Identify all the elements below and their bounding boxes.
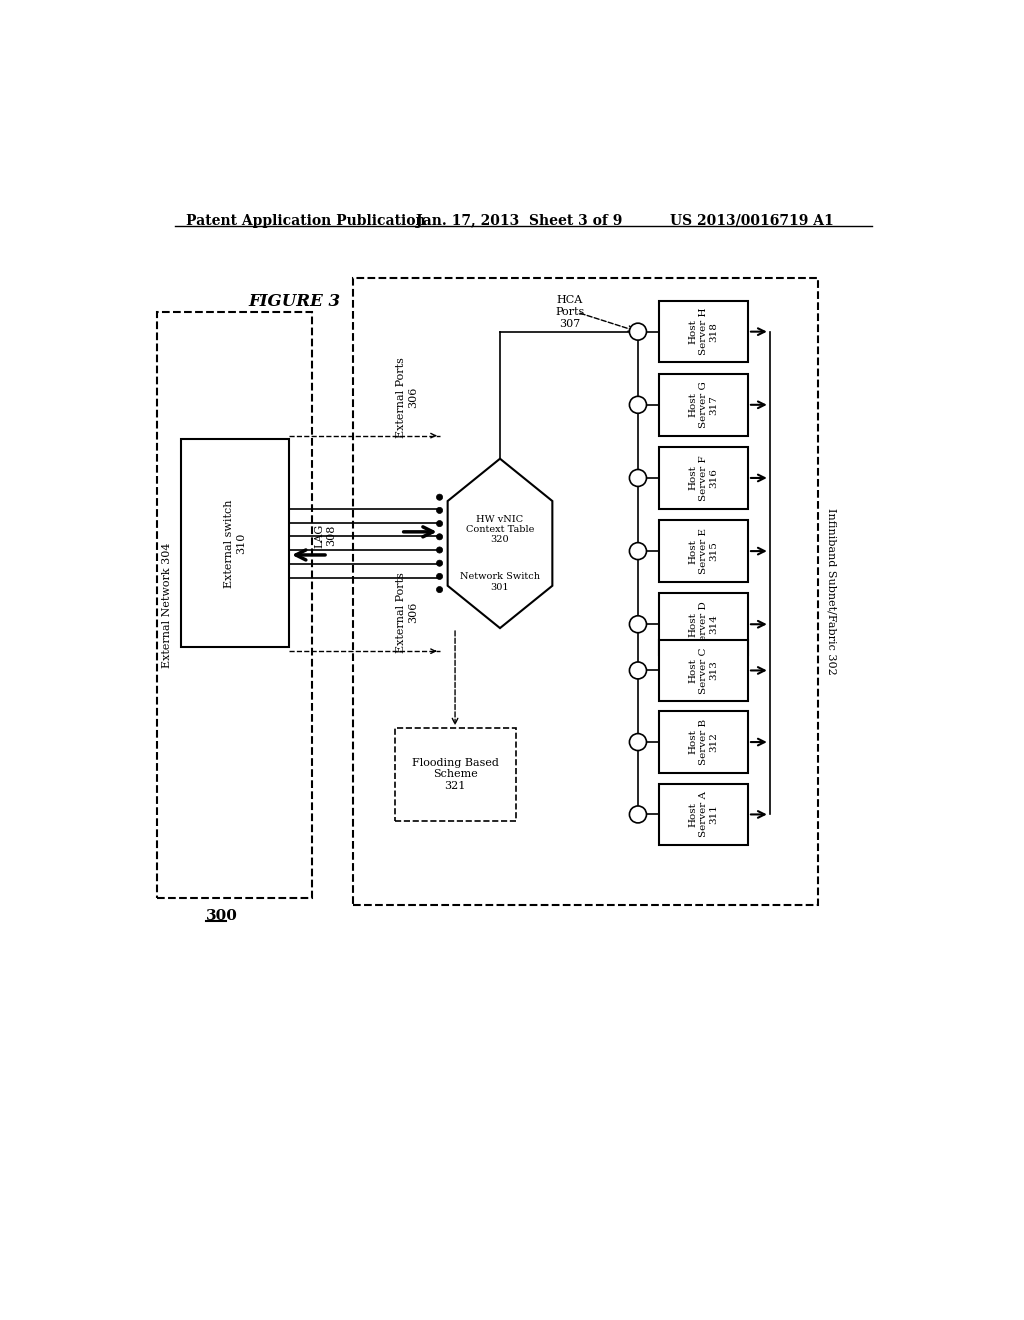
Text: Host
Server G
317: Host Server G 317 — [688, 381, 718, 428]
Text: Host
Server A
311: Host Server A 311 — [688, 792, 718, 837]
Ellipse shape — [630, 396, 646, 413]
Text: External Ports
306: External Ports 306 — [396, 356, 418, 437]
Bar — [658, 374, 748, 436]
Text: FIGURE 3: FIGURE 3 — [248, 293, 340, 310]
Text: Host
Server H
318: Host Server H 318 — [688, 308, 718, 355]
Ellipse shape — [436, 573, 442, 579]
Ellipse shape — [630, 323, 646, 341]
Text: 300: 300 — [206, 909, 238, 923]
Text: LAG
308: LAG 308 — [314, 524, 337, 548]
Ellipse shape — [630, 807, 646, 822]
Bar — [658, 447, 748, 508]
Ellipse shape — [436, 560, 442, 566]
Ellipse shape — [436, 494, 442, 500]
Text: US 2013/0016719 A1: US 2013/0016719 A1 — [671, 214, 835, 228]
Bar — [658, 711, 748, 774]
Text: Host
Server D
314: Host Server D 314 — [688, 601, 718, 648]
Ellipse shape — [436, 546, 442, 553]
Ellipse shape — [630, 615, 646, 632]
Ellipse shape — [436, 507, 442, 513]
Bar — [658, 301, 748, 363]
Text: Host
Server B
312: Host Server B 312 — [688, 719, 718, 766]
Ellipse shape — [436, 520, 442, 527]
Bar — [658, 640, 748, 701]
Text: Infiniband Subnet/Fabric 302: Infiniband Subnet/Fabric 302 — [826, 508, 837, 675]
Text: Host
Server E
315: Host Server E 315 — [688, 528, 718, 574]
Text: Host
Server C
313: Host Server C 313 — [688, 647, 718, 694]
Text: Flooding Based
Scheme
321: Flooding Based Scheme 321 — [412, 758, 499, 791]
Text: Patent Application Publication: Patent Application Publication — [186, 214, 426, 228]
Ellipse shape — [630, 543, 646, 560]
Bar — [658, 520, 748, 582]
Text: Jan. 17, 2013  Sheet 3 of 9: Jan. 17, 2013 Sheet 3 of 9 — [417, 214, 623, 228]
Text: Network Switch
301: Network Switch 301 — [460, 572, 540, 591]
Text: Host
Server F
316: Host Server F 316 — [688, 455, 718, 500]
Bar — [395, 729, 515, 821]
Ellipse shape — [436, 586, 442, 593]
Bar — [658, 784, 748, 845]
Bar — [180, 440, 289, 647]
Text: HW vNIC
Context Table
320: HW vNIC Context Table 320 — [466, 515, 535, 544]
Polygon shape — [447, 459, 552, 628]
Bar — [352, 277, 818, 906]
Bar — [658, 594, 748, 655]
Text: HCA
Ports
307: HCA Ports 307 — [555, 296, 585, 329]
Ellipse shape — [630, 734, 646, 751]
Ellipse shape — [436, 533, 442, 540]
Text: External switch
310: External switch 310 — [224, 499, 246, 587]
Ellipse shape — [630, 470, 646, 487]
Text: External Ports
306: External Ports 306 — [396, 573, 418, 653]
Bar — [158, 313, 312, 898]
Ellipse shape — [630, 663, 646, 678]
Text: External Network 304: External Network 304 — [162, 543, 172, 668]
